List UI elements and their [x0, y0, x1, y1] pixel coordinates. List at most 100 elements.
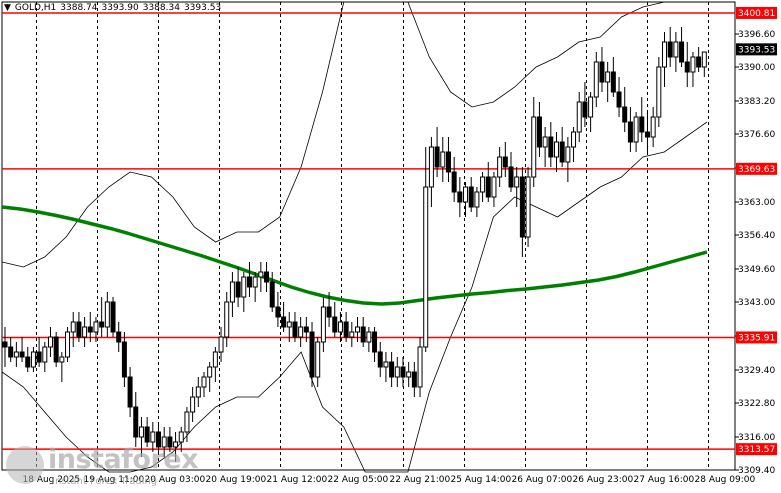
- candle-body: [474, 191, 480, 208]
- candle-body: [389, 361, 395, 378]
- high-value: 3393.90: [101, 3, 139, 13]
- symbol-label: GOLD,H1: [14, 3, 57, 13]
- candle-body: [440, 151, 446, 168]
- candle-body: [235, 281, 241, 298]
- candle-body: [360, 326, 366, 343]
- symbol-header: ▼ GOLD,H1 3388.74 3393.90 3388.34 3393.53: [4, 3, 225, 13]
- candle-body: [667, 41, 673, 58]
- y-tick-label: 3309.40: [738, 466, 775, 476]
- instaforex-logo: instaforex Instant Forex Trading: [4, 444, 199, 488]
- candle-body: [70, 321, 76, 333]
- candle-body: [337, 321, 343, 333]
- candle-body: [87, 326, 93, 333]
- candle-body: [559, 141, 565, 163]
- y-tick-label: 3363.00: [738, 198, 775, 208]
- candle-body: [349, 331, 355, 338]
- candle-body: [445, 151, 451, 173]
- candle-body: [298, 326, 304, 338]
- y-tick-label: 3383.20: [738, 97, 775, 107]
- candle-body: [332, 316, 338, 333]
- y-tick-label: 3396.60: [738, 30, 775, 40]
- candle-body: [372, 331, 378, 353]
- candle-body: [65, 331, 71, 358]
- low-value: 3388.34: [142, 3, 180, 13]
- candle-body: [207, 366, 213, 378]
- candle-body: [383, 361, 389, 368]
- candle-body: [662, 41, 668, 68]
- candle-body: [502, 156, 508, 168]
- current-price-label: 3393.53: [738, 45, 775, 55]
- candle-body: [326, 306, 332, 318]
- candle-body: [457, 191, 463, 203]
- candle-body: [133, 406, 139, 438]
- x-tick-label: 28 Aug 09:00: [695, 475, 756, 485]
- candle-body: [622, 106, 628, 123]
- candle-body: [627, 121, 633, 143]
- candle-body: [25, 356, 31, 368]
- y-tick-label: 3376.60: [738, 130, 775, 140]
- candle-body: [423, 186, 429, 348]
- candle-body: [292, 321, 298, 338]
- candle-body: [2, 341, 8, 348]
- candle-body: [616, 91, 622, 108]
- x-tick-label: 20 Aug 03:00: [145, 475, 206, 485]
- level-price-box: [736, 331, 777, 344]
- candle-body: [320, 306, 326, 343]
- candle-body: [491, 176, 497, 198]
- candle-body: [19, 351, 25, 358]
- y-tick-label: 3322.80: [738, 399, 775, 409]
- candle-body: [264, 271, 270, 283]
- candle-body: [303, 326, 309, 333]
- candle-body: [116, 331, 122, 343]
- collapse-arrow-icon[interactable]: ▼: [4, 3, 11, 13]
- candle-body: [571, 131, 577, 148]
- candle-body: [679, 41, 685, 63]
- candle-body: [485, 176, 491, 198]
- candle-body: [366, 331, 372, 343]
- candle-body: [110, 301, 116, 333]
- candle-body: [548, 136, 554, 158]
- y-tick-label: 3390.00: [738, 63, 775, 73]
- candle-body: [201, 376, 207, 388]
- candle-body: [8, 346, 14, 358]
- candle-body: [644, 131, 650, 138]
- candle-body: [13, 351, 19, 358]
- candle-body: [553, 141, 559, 158]
- candle-body: [355, 326, 360, 333]
- candle-body: [605, 71, 611, 83]
- candle-body: [514, 176, 520, 188]
- y-tick-label: 3349.60: [738, 265, 775, 275]
- logo-tagline: Instant Forex Trading: [52, 476, 158, 487]
- x-tick-label: 19 Aug 11:00: [84, 475, 145, 485]
- logo-mark-icon: [6, 446, 44, 484]
- candle-body: [246, 276, 252, 288]
- x-tick-label: 22 Aug 21:00: [390, 475, 451, 485]
- y-tick-label: 3356.40: [738, 231, 775, 241]
- candle-body: [519, 176, 525, 238]
- candle-body: [30, 351, 36, 368]
- candle-body: [212, 351, 218, 368]
- candle-body: [224, 301, 230, 338]
- x-tick-label: 20 Aug 19:00: [206, 475, 267, 485]
- candle-body: [610, 71, 616, 93]
- candle-body: [343, 321, 349, 338]
- candle-body: [138, 426, 144, 438]
- candle-body: [315, 341, 321, 378]
- x-tick-label: 18 Aug 2025: [23, 475, 81, 485]
- candle-body: [428, 146, 434, 188]
- candle-body: [400, 366, 406, 378]
- candle-body: [701, 51, 707, 68]
- level-price-box: [736, 162, 777, 175]
- candle-body: [633, 116, 639, 143]
- candle-body: [650, 116, 656, 138]
- candle-body: [121, 341, 127, 378]
- y-tick-label: 3316.00: [738, 433, 775, 443]
- candle-body: [218, 336, 224, 353]
- level-price-label: 3313.57: [738, 445, 775, 455]
- upper-band-line: [1, 1, 707, 268]
- candle-body: [252, 276, 258, 288]
- candle-body: [36, 351, 42, 363]
- candle-body: [673, 41, 679, 58]
